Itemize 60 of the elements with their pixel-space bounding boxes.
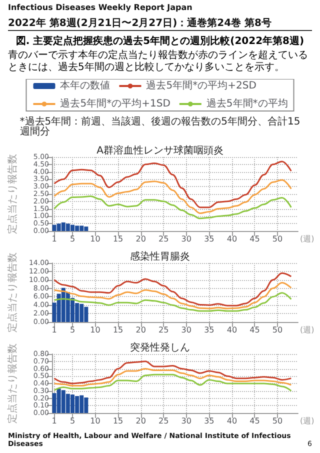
x-tick-label: 15 <box>112 416 124 426</box>
legend-label: 本年の数値 <box>60 80 110 92</box>
x-tick-label: 20 <box>136 416 146 426</box>
legend-label: 過去5年間*の平均+1SD <box>60 98 171 110</box>
x-tick-label: 50 <box>272 326 283 334</box>
x-tick-label: 5 <box>70 326 76 334</box>
x-tick-label: 20 <box>136 326 146 334</box>
chart-title: 感染性胃腸炎 <box>130 250 190 262</box>
x-axis-title: (週) <box>300 416 314 426</box>
line-series <box>54 282 292 310</box>
y-axis-title: 定点当たり報告数 <box>6 344 18 424</box>
line-series <box>54 360 292 384</box>
line-series <box>54 160 292 208</box>
x-tick-label: 40 <box>226 416 238 426</box>
x-tick-label: 20 <box>136 234 146 244</box>
x-tick-label: 10 <box>90 326 100 334</box>
x-tick-label: 1 <box>52 326 57 334</box>
y-axis-title: 定点当たり報告数 <box>6 252 18 332</box>
x-tick-label: 1 <box>52 416 57 426</box>
x-tick-label: 35 <box>204 326 214 334</box>
x-tick-label: 45 <box>250 234 260 244</box>
line-series <box>54 374 292 392</box>
legend-label: 過去5年間*の平均 <box>206 98 288 110</box>
x-tick-label: 25 <box>158 326 169 334</box>
line-series <box>54 368 292 386</box>
legend-label: 過去5年間*の平均+2SD <box>146 80 257 92</box>
x-tick-label: 40 <box>226 326 238 334</box>
line-series <box>54 292 292 312</box>
x-tick-label: 1 <box>52 234 57 244</box>
text: 青のバーで示す本年の定点当たり報告数が赤のラインを超えているときには、過去5年間の週と比較してかなり多いことを示す。 <box>8 50 309 74</box>
chart-title: A群溶血性レンサ球菌咽頭炎 <box>96 144 224 156</box>
x-tick-label: 30 <box>181 416 192 426</box>
x-tick-label: 35 <box>204 416 214 426</box>
text: *過去5年間：前週、当該週、後週の報告数の5年間分、合計15週間分 <box>20 116 300 138</box>
x-tick-label: 40 <box>226 234 238 244</box>
x-tick-label: 25 <box>158 234 169 244</box>
line-series <box>54 272 292 306</box>
x-tick-label: 35 <box>204 234 214 244</box>
x-tick-label: 45 <box>250 416 260 426</box>
x-tick-label: 10 <box>90 416 100 426</box>
x-tick-label: 50 <box>272 234 283 244</box>
y-axis-title: 定点当たり報告数 <box>6 154 18 234</box>
line-series <box>54 179 292 214</box>
x-tick-label: 25 <box>158 416 169 426</box>
x-tick-label: 5 <box>70 234 76 244</box>
chart-title: 突発性発しん <box>130 342 190 354</box>
x-tick-label: 50 <box>272 416 283 426</box>
text: Infectious Diseases Weekly Report Japan <box>8 3 192 12</box>
x-tick-label: 15 <box>112 234 124 244</box>
x-tick-label: 5 <box>70 416 76 426</box>
x-tick-label: 45 <box>250 326 260 334</box>
x-tick-label: 30 <box>181 234 192 244</box>
x-axis-title: (週) <box>300 326 314 334</box>
x-tick-label: 15 <box>112 326 124 334</box>
x-tick-label: 30 <box>181 326 192 334</box>
text: 2022年 第8週(2月21日〜2月27日)：通巻第24巻 第8号 <box>8 18 272 30</box>
line-series <box>54 195 292 220</box>
x-tick-label: 10 <box>90 234 100 244</box>
text: 図. 主要定点把握疾患の過去5年間との週別比較(2022年第8週) <box>14 34 306 48</box>
x-axis-title: (週) <box>300 234 314 244</box>
